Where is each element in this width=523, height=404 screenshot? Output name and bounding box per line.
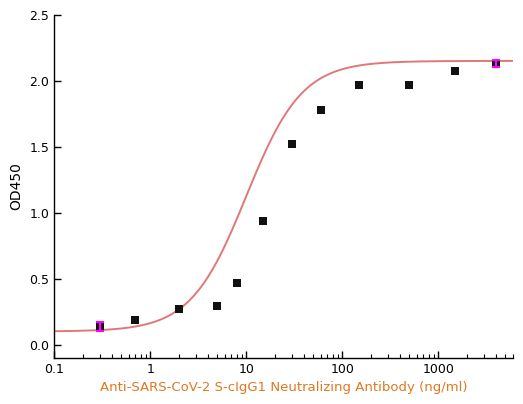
Point [492, 61, 501, 67]
Point [213, 303, 222, 309]
Point [317, 107, 325, 113]
Y-axis label: OD450: OD450 [10, 162, 24, 210]
Point [405, 82, 414, 88]
Point [355, 82, 363, 88]
Point [131, 316, 140, 323]
X-axis label: Anti-SARS-CoV-2 S-cIgG1 Neutralizing Antibody (ng/ml): Anti-SARS-CoV-2 S-cIgG1 Neutralizing Ant… [100, 381, 468, 394]
Point [288, 141, 296, 147]
Point [175, 306, 183, 312]
Point [259, 217, 267, 224]
Point [96, 323, 104, 329]
Point [233, 280, 241, 286]
Point [451, 68, 459, 75]
